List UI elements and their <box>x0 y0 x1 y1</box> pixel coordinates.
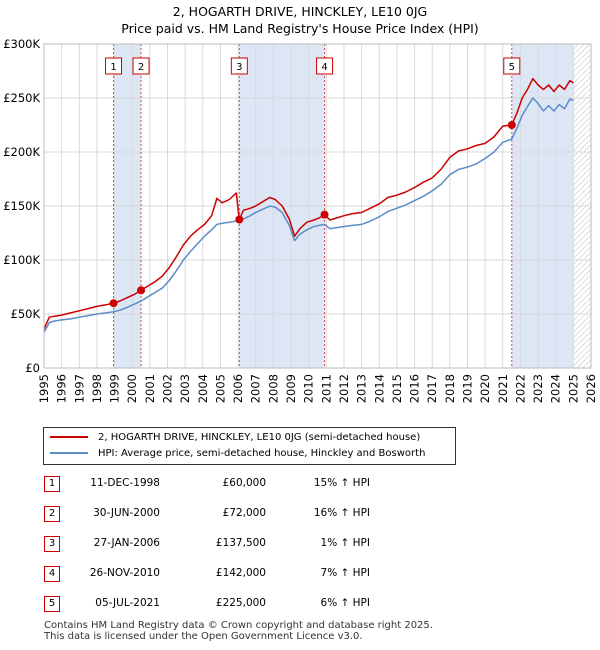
x-tick-label: 2010 <box>302 374 316 403</box>
sale-point <box>109 299 118 308</box>
x-tick-label: 2011 <box>319 374 333 403</box>
sale-row: 3 27-JAN-2006 £137,500 1% ↑ HPI <box>0 534 600 554</box>
x-tick-label: 2024 <box>549 374 563 403</box>
legend-item-price-paid: 2, HOGARTH DRIVE, HINCKLEY, LE10 0JG (se… <box>50 430 420 446</box>
x-tick-label: 2003 <box>178 374 192 403</box>
sale-price: £142,000 <box>215 567 266 579</box>
sale-number-badge: 4 <box>44 566 60 582</box>
sale-label-box <box>503 57 521 75</box>
y-tick-label: £50K <box>11 307 41 321</box>
sale-date: 05-JUL-2021 <box>95 597 160 609</box>
x-tick-label: 2004 <box>196 374 210 403</box>
chart-legend: 2, HOGARTH DRIVE, HINCKLEY, LE10 0JG (se… <box>43 427 456 465</box>
x-tick-label: 2022 <box>513 374 527 403</box>
sale-row: 4 26-NOV-2010 £142,000 7% ↑ HPI <box>0 564 600 584</box>
sale-label-box <box>132 57 150 75</box>
x-tick-label: 2012 <box>337 374 351 403</box>
legend-swatch-hpi <box>50 452 88 454</box>
sale-point <box>507 121 516 129</box>
x-tick-label: 2000 <box>125 374 139 403</box>
x-tick-label: 2025 <box>566 374 580 403</box>
x-tick-label: 2001 <box>143 374 157 403</box>
sale-number-badge: 1 <box>44 476 60 492</box>
sale-row: 5 05-JUL-2021 £225,000 6% ↑ HPI <box>0 594 600 614</box>
x-tick-label: 1999 <box>108 374 122 403</box>
chart-title: 2, HOGARTH DRIVE, HINCKLEY, LE10 0JG <box>172 4 428 19</box>
x-tick-label: 2005 <box>213 374 227 403</box>
x-tick-label: 1996 <box>55 374 69 403</box>
x-tick-label: 2008 <box>266 374 280 403</box>
sale-number-badge: 5 <box>44 596 60 612</box>
sale-number-badge: 3 <box>44 536 60 552</box>
sale-label-number: 2 <box>138 62 144 73</box>
chart-subtitle: Price paid vs. HM Land Registry's House … <box>121 21 479 36</box>
x-tick-label: 2013 <box>355 374 369 403</box>
sale-price: £137,500 <box>215 537 266 549</box>
sale-label-number: 1 <box>110 62 116 73</box>
sale-label-number: 5 <box>509 62 515 73</box>
y-tick-label: £150K <box>3 199 40 213</box>
legend-swatch-price-paid <box>50 436 88 438</box>
x-tick-label: 2019 <box>460 374 474 403</box>
x-tick-label: 1998 <box>90 374 104 403</box>
sale-hpi-change: 16% ↑ HPI <box>313 507 370 519</box>
sale-hpi-change: 6% ↑ HPI <box>320 597 370 609</box>
x-tick-label: 2026 <box>584 374 598 403</box>
sale-price: £72,000 <box>222 507 266 519</box>
sale-hpi-change: 1% ↑ HPI <box>320 537 370 549</box>
sale-label-box <box>105 57 123 75</box>
x-tick-label: 2021 <box>496 374 510 403</box>
y-tick-label: £100K <box>3 253 40 267</box>
sale-label-number: 4 <box>321 62 327 73</box>
sale-number-badge: 2 <box>44 506 60 522</box>
sale-row: 1 11-DEC-1998 £60,000 15% ↑ HPI <box>0 474 600 494</box>
price-chart: 1 2 3 4 5 £0 £50K £100K £150K £200K £250K £300K 199… <box>3 37 598 403</box>
sale-date: 27-JAN-2006 <box>93 537 160 549</box>
x-tick-label: 2018 <box>443 374 457 403</box>
x-tick-label: 2023 <box>531 374 545 403</box>
hpi-line <box>43 97 574 333</box>
sale-hpi-change: 15% ↑ HPI <box>313 477 370 489</box>
x-tick-label: 2007 <box>249 374 263 403</box>
sale-point <box>137 286 146 295</box>
footer-attribution: Contains HM Land Registry data © Crown c… <box>44 620 433 642</box>
sale-date: 26-NOV-2010 <box>89 567 160 579</box>
x-tick-label: 1997 <box>72 374 86 403</box>
sale-point <box>320 210 329 219</box>
x-tick-label: 2009 <box>284 374 298 403</box>
sale-label-number: 3 <box>236 62 242 73</box>
plot-frame <box>43 43 592 369</box>
x-tick-label: 1995 <box>37 374 51 403</box>
x-tick-label: 2020 <box>478 374 492 403</box>
sale-price: £60,000 <box>222 477 266 489</box>
sale-point <box>235 215 244 224</box>
sale-price: £225,000 <box>215 597 266 609</box>
x-tick-label: 2015 <box>390 374 404 403</box>
legend-label-price-paid: 2, HOGARTH DRIVE, HINCKLEY, LE10 0JG (se… <box>98 432 421 443</box>
x-tick-label: 2014 <box>372 374 386 403</box>
legend-item-hpi: HPI: Average price, semi-detached house,… <box>50 446 425 462</box>
x-tick-label: 2006 <box>231 374 245 403</box>
sale-date: 11-DEC-1998 <box>90 477 160 489</box>
sale-date: 30-JUN-2000 <box>93 507 160 519</box>
x-tick-label: 2016 <box>408 374 422 403</box>
y-tick-label: £250K <box>3 91 40 105</box>
footer-licence: This data is licensed under the Open Gov… <box>44 631 363 642</box>
x-tick-label: 2017 <box>425 374 439 403</box>
sale-row: 2 30-JUN-2000 £72,000 16% ↑ HPI <box>0 504 600 524</box>
sale-label-box <box>316 57 334 75</box>
footer-copyright: Contains HM Land Registry data © Crown c… <box>44 620 433 631</box>
y-tick-label: £0 <box>25 361 40 375</box>
sale-hpi-change: 7% ↑ HPI <box>320 567 370 579</box>
legend-label-hpi: HPI: Average price, semi-detached house,… <box>98 448 426 459</box>
y-tick-label: £200K <box>3 145 40 159</box>
x-tick-label: 2002 <box>161 374 175 403</box>
sale-label-box <box>230 57 248 75</box>
y-tick-label: £300K <box>3 37 40 51</box>
